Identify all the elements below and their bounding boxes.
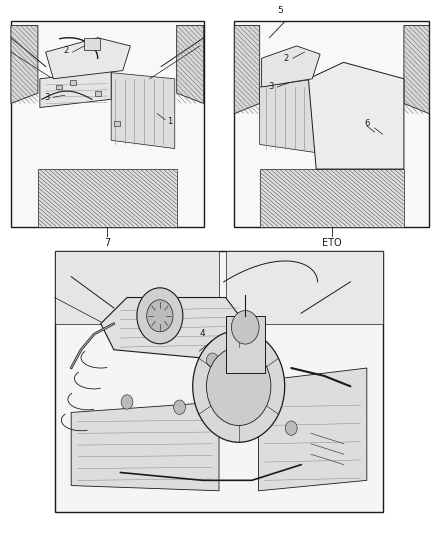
Polygon shape — [226, 251, 383, 324]
Bar — [260, 169, 404, 227]
Circle shape — [207, 347, 271, 425]
Circle shape — [207, 353, 218, 367]
Polygon shape — [101, 297, 245, 360]
Text: 2: 2 — [284, 54, 289, 63]
Bar — [55, 251, 383, 512]
Text: 3: 3 — [44, 93, 49, 102]
Text: 7: 7 — [104, 238, 110, 248]
Bar — [11, 21, 204, 227]
Text: 3: 3 — [268, 83, 273, 92]
Bar — [38, 169, 177, 227]
Polygon shape — [260, 79, 316, 152]
Bar — [234, 21, 429, 227]
Text: 5: 5 — [277, 6, 283, 15]
Polygon shape — [308, 62, 404, 169]
Circle shape — [173, 400, 186, 415]
Circle shape — [193, 330, 285, 442]
Text: ETO: ETO — [322, 238, 342, 248]
Polygon shape — [258, 368, 367, 491]
Circle shape — [137, 288, 183, 344]
Bar — [56, 85, 62, 90]
Polygon shape — [40, 70, 111, 108]
Text: 1: 1 — [167, 117, 172, 126]
Circle shape — [252, 335, 264, 349]
Polygon shape — [71, 402, 219, 491]
Polygon shape — [404, 26, 429, 114]
Circle shape — [286, 421, 297, 435]
Bar — [55, 251, 219, 324]
Circle shape — [232, 311, 259, 344]
Bar — [84, 38, 99, 50]
Circle shape — [121, 395, 133, 409]
Polygon shape — [11, 26, 38, 103]
Bar — [114, 122, 120, 126]
Polygon shape — [177, 26, 204, 103]
Bar — [70, 80, 75, 85]
Bar — [226, 316, 265, 373]
Text: 6: 6 — [364, 119, 370, 128]
Polygon shape — [234, 26, 260, 114]
Polygon shape — [46, 38, 131, 79]
Text: 2: 2 — [64, 45, 69, 54]
Polygon shape — [111, 72, 175, 149]
Text: 4: 4 — [200, 329, 205, 338]
Circle shape — [147, 300, 173, 332]
Polygon shape — [261, 46, 320, 87]
Bar — [95, 91, 101, 95]
